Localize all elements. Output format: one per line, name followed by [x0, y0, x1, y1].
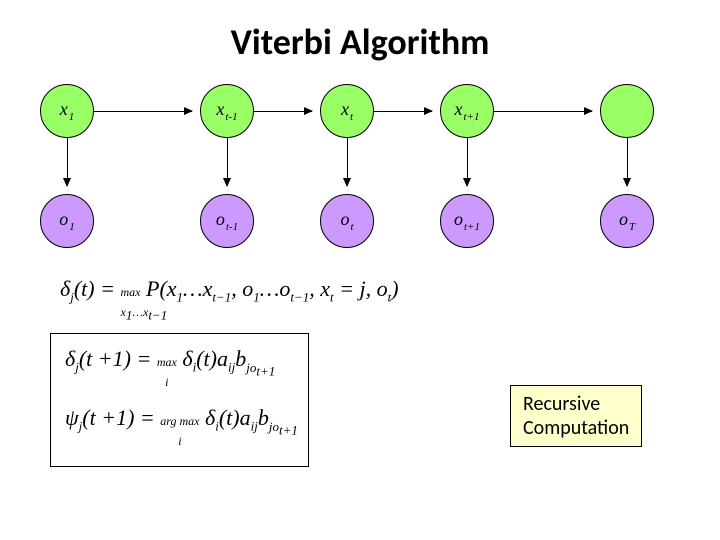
obs-node-otp1: ot+1	[440, 194, 494, 248]
hmm-diagram: x1 xt-1 xt xt+1 o1 ot-1 ot ot+1 oT	[30, 84, 690, 264]
emission-arrow	[627, 138, 628, 186]
state-node-xt: xt	[320, 84, 374, 138]
recursive-computation-callout: RecursiveComputation	[510, 385, 642, 447]
transition-arrow	[494, 111, 592, 112]
formula-psi-tp1: ψj(t +1) = arg maxi δi(t)aijbjot+1	[65, 405, 298, 438]
emission-arrow	[67, 138, 68, 186]
formula-delta-t: δj(t) = maxx1…xt−1 P(x1…xt−1, o1…ot−1, x…	[60, 276, 690, 305]
page-title: Viterbi Algorithm	[30, 20, 690, 64]
emission-arrow	[227, 138, 228, 186]
obs-node-ot: ot	[320, 194, 374, 248]
transition-arrow	[374, 111, 432, 112]
obs-node-otm1: ot-1	[200, 194, 254, 248]
state-node-xtp1: xt+1	[440, 84, 494, 138]
state-node-x1: x1	[40, 84, 94, 138]
formula-delta-tp1: δj(t +1) = maxi δi(t)aijbjot+1	[65, 346, 298, 379]
emission-arrow	[347, 138, 348, 186]
obs-node-o1: o1	[40, 194, 94, 248]
emission-arrow	[467, 138, 468, 186]
transition-arrow	[254, 111, 312, 112]
state-node-xtm1: xt-1	[200, 84, 254, 138]
transition-arrow	[94, 111, 192, 112]
state-node-xT	[600, 84, 654, 138]
formula-recursion-box: δj(t +1) = maxi δi(t)aijbjot+1 ψj(t +1) …	[50, 333, 309, 467]
obs-node-oT: oT	[600, 194, 654, 248]
